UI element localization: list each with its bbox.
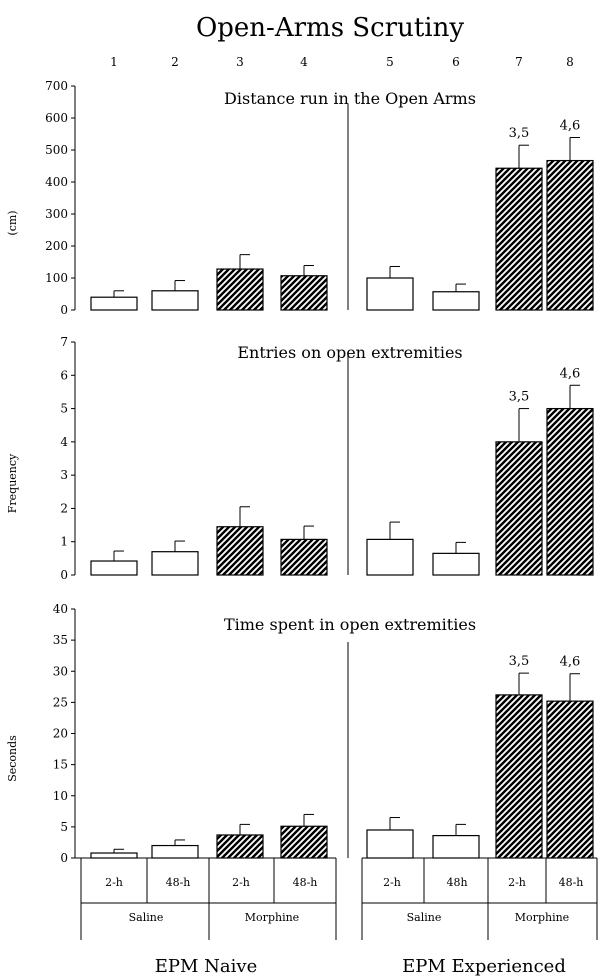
- bar: [151, 551, 199, 576]
- bar: [280, 538, 328, 576]
- significance-label: 4,6: [560, 119, 581, 134]
- y-tick-label: 0: [60, 851, 68, 865]
- chart-panel: 0 5 10 15 20 25 30 35 40 Seconds Time spent in ope…: [6, 602, 594, 865]
- column-number: 3: [236, 55, 244, 69]
- y-tick-label: 20: [53, 727, 68, 741]
- y-tick-label: 35: [53, 633, 68, 647]
- column-numbers: 1 2 3 4 5 6 7 8: [110, 55, 574, 69]
- time-label: 48h: [446, 876, 467, 889]
- bar: [151, 844, 199, 859]
- significance-label: 3,5: [509, 126, 530, 141]
- bar: [90, 852, 138, 859]
- treatment-label: Morphine: [515, 911, 569, 924]
- time-label: 48-h: [166, 876, 191, 889]
- bar: [366, 277, 414, 311]
- y-tick-label: 5: [60, 402, 68, 416]
- y-tick-label: 0: [60, 303, 68, 317]
- column-number: 5: [386, 55, 394, 69]
- column-number: 8: [566, 55, 574, 69]
- figure-title: Open-Arms Scrutiny: [196, 13, 464, 43]
- group-label: EPM Naive: [155, 956, 257, 977]
- bar: [432, 552, 480, 576]
- y-tick-label: 7: [60, 335, 68, 349]
- significance-label: 4,6: [560, 366, 581, 381]
- time-label: 48-h: [559, 876, 584, 889]
- y-tick-label: 15: [53, 758, 68, 772]
- y-tick-label: 100: [45, 271, 68, 285]
- bar: [280, 275, 328, 311]
- bar: [90, 296, 138, 311]
- y-tick-label: 3: [60, 468, 68, 482]
- bar: [495, 441, 543, 576]
- chart-panel: 0 100 200 300 400 500 600 700 (cm) Distance run i…: [6, 79, 594, 317]
- y-tick-label: 40: [53, 602, 68, 616]
- bar: [216, 834, 264, 859]
- y-tick-label: 2: [60, 501, 68, 515]
- y-axis-label: (cm): [6, 210, 19, 235]
- y-tick-label: 500: [45, 143, 68, 157]
- y-tick-label: 0: [60, 568, 68, 582]
- y-tick-label: 5: [60, 820, 68, 834]
- bar: [432, 291, 480, 311]
- group-label: EPM Experienced: [402, 956, 566, 977]
- bar: [216, 526, 264, 576]
- bar: [495, 167, 543, 311]
- y-tick-label: 300: [45, 207, 68, 221]
- time-label: 2-h: [105, 876, 123, 889]
- bar: [90, 560, 138, 576]
- time-label: 2-h: [232, 876, 250, 889]
- y-tick-label: 600: [45, 111, 68, 125]
- significance-label: 3,5: [509, 654, 530, 669]
- bar: [216, 268, 264, 311]
- y-tick-label: 10: [53, 789, 68, 803]
- bar: [432, 834, 480, 859]
- bar: [546, 159, 594, 311]
- y-tick-label: 6: [60, 368, 68, 382]
- y-axis-label: Seconds: [6, 735, 19, 782]
- panel-title: Entries on open extremities: [237, 343, 462, 362]
- y-tick-label: 400: [45, 175, 68, 189]
- panel-title: Distance run in the Open Arms: [224, 89, 476, 108]
- significance-label: 3,5: [509, 390, 530, 405]
- treatment-label: Saline: [129, 911, 164, 924]
- bar: [366, 538, 414, 576]
- treatment-label: Morphine: [245, 911, 299, 924]
- bar: [546, 407, 594, 576]
- bar: [280, 825, 328, 859]
- y-tick-label: 25: [53, 695, 68, 709]
- column-number: 1: [110, 55, 118, 69]
- bar: [495, 694, 543, 859]
- treatment-label: Saline: [407, 911, 442, 924]
- column-number: 6: [452, 55, 460, 69]
- category-axis-labels: 2-h 48-h 2-h 48-h 2-h 48h 2-h 48-h Saline Morphin…: [75, 857, 598, 977]
- time-label: 48-h: [293, 876, 318, 889]
- chart-panel: 0 1 2 3 4 5 6 7 Frequency Entries on open extremi…: [6, 335, 594, 582]
- significance-label: 4,6: [560, 655, 581, 670]
- y-tick-label: 1: [60, 535, 68, 549]
- column-number: 7: [515, 55, 523, 69]
- bar: [546, 700, 594, 859]
- bar: [366, 829, 414, 859]
- panel-title: Time spent in open extremities: [224, 615, 476, 634]
- y-tick-label: 700: [45, 79, 68, 93]
- y-tick-label: 200: [45, 239, 68, 253]
- y-tick-label: 30: [53, 664, 68, 678]
- time-label: 2-h: [508, 876, 526, 889]
- column-number: 2: [171, 55, 179, 69]
- y-tick-label: 4: [60, 435, 68, 449]
- y-axis-label: Frequency: [6, 453, 19, 513]
- time-label: 2-h: [383, 876, 401, 889]
- column-number: 4: [300, 55, 308, 69]
- bar: [151, 290, 199, 311]
